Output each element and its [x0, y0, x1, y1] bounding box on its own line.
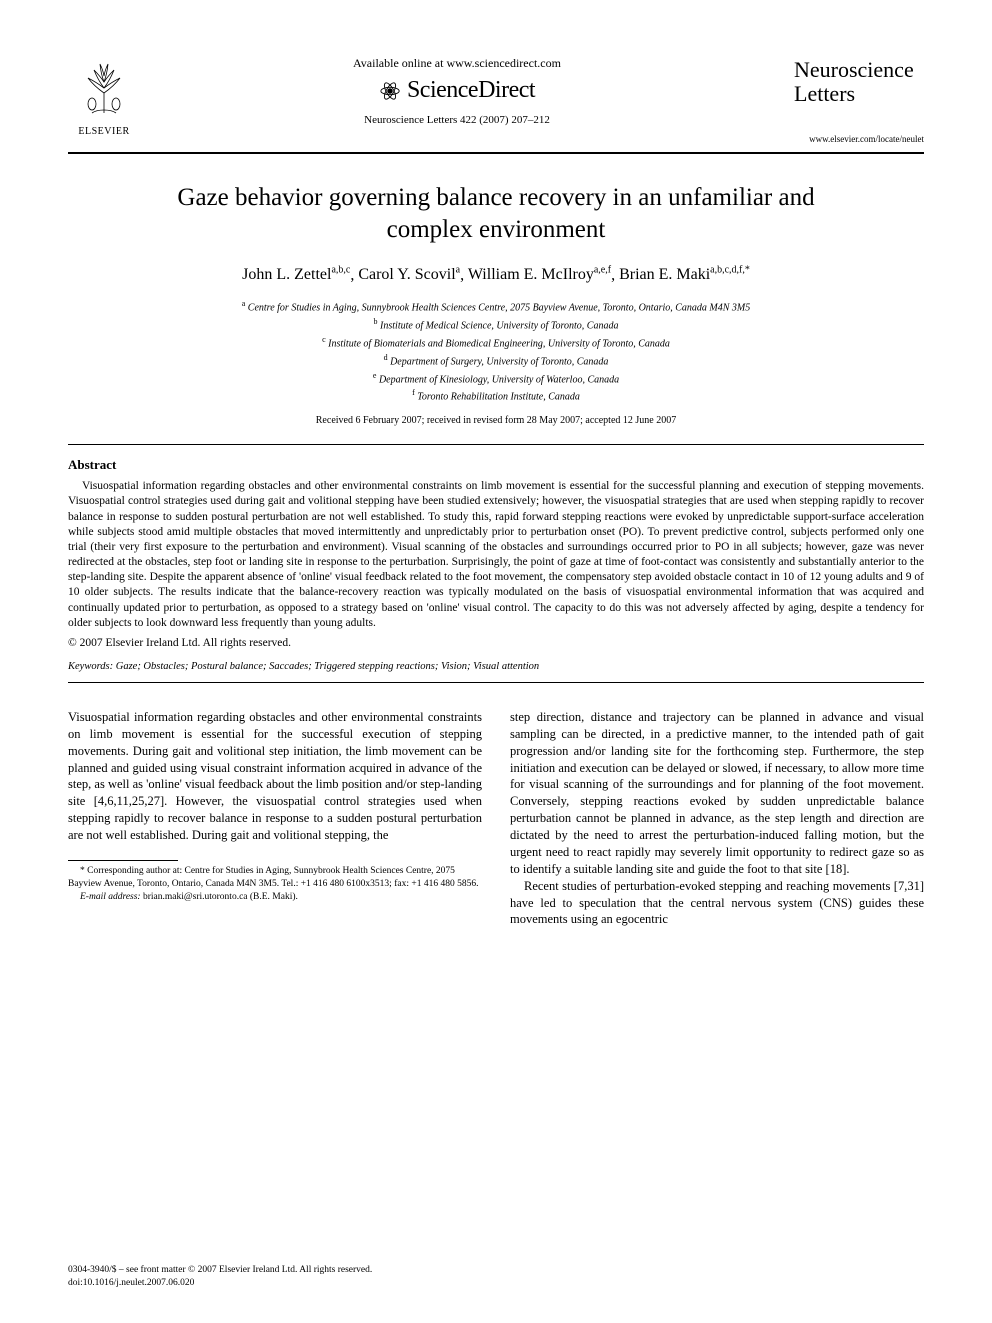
- corresponding-email: E-mail address: brian.maki@sri.utoronto.…: [68, 891, 482, 904]
- affiliation-f: f Toronto Rehabilitation Institute, Cana…: [68, 387, 924, 405]
- footer-line1: 0304-3940/$ – see front matter © 2007 El…: [68, 1264, 372, 1276]
- journal-block: Neuroscience Letters www.elsevier.com/lo…: [774, 52, 924, 144]
- body-col2-p2: Recent studies of perturbation-evoked st…: [510, 878, 924, 929]
- footer-line2: doi:10.1016/j.neulet.2007.06.020: [68, 1277, 372, 1289]
- abstract-copyright: © 2007 Elsevier Ireland Ltd. All rights …: [68, 637, 924, 649]
- affiliation-a: a Centre for Studies in Aging, Sunnybroo…: [68, 298, 924, 316]
- footnote-rule: [68, 860, 178, 861]
- available-online-text: Available online at www.sciencedirect.co…: [140, 56, 774, 71]
- header: ELSEVIER Available online at www.science…: [68, 52, 924, 144]
- affiliations: a Centre for Studies in Aging, Sunnybroo…: [68, 298, 924, 405]
- corresponding-author: * Corresponding author at: Centre for St…: [68, 865, 482, 891]
- affiliation-d: d Department of Surgery, University of T…: [68, 352, 924, 370]
- header-rule-bottom: [68, 153, 924, 154]
- author-4: Brian E. Makia,b,c,d,f,*: [619, 266, 750, 283]
- body-col2-p1: step direction, distance and trajectory …: [510, 709, 924, 878]
- sciencedirect-text: ScienceDirect: [407, 77, 535, 104]
- abstract-heading: Abstract: [68, 457, 924, 473]
- keywords-text: Gaze; Obstacles; Postural balance; Sacca…: [116, 661, 539, 672]
- authors: John L. Zettela,b,c, Carol Y. Scovila, W…: [68, 265, 924, 284]
- journal-url: www.elsevier.com/locate/neulet: [774, 134, 924, 144]
- citation: Neuroscience Letters 422 (2007) 207–212: [140, 114, 774, 126]
- column-right: step direction, distance and trajectory …: [510, 709, 924, 928]
- abstract-rule-top: [68, 444, 924, 445]
- article-title: Gaze behavior governing balance recovery…: [148, 182, 844, 245]
- journal-title-line1: Neuroscience: [794, 57, 914, 82]
- column-left: Visuospatial information regarding obsta…: [68, 709, 482, 928]
- elsevier-tree-icon: [68, 52, 140, 124]
- affiliation-c: c Institute of Biomaterials and Biomedic…: [68, 334, 924, 352]
- affiliation-e: e Department of Kinesiology, University …: [68, 370, 924, 388]
- journal-title-line2: Letters: [794, 81, 855, 106]
- abstract-body: Visuospatial information regarding obsta…: [68, 479, 924, 631]
- sciencedirect-logo: ScienceDirect: [140, 77, 774, 104]
- author-2: Carol Y. Scovila: [358, 266, 460, 283]
- affiliation-b: b Institute of Medical Science, Universi…: [68, 316, 924, 334]
- sciencedirect-icon: [379, 80, 401, 102]
- journal-title: Neuroscience Letters: [774, 58, 924, 106]
- body-columns: Visuospatial information regarding obsta…: [68, 709, 924, 928]
- footer: 0304-3940/$ – see front matter © 2007 El…: [68, 1264, 372, 1289]
- publisher-logo: ELSEVIER: [68, 52, 140, 137]
- body-col1-p1: Visuospatial information regarding obsta…: [68, 709, 482, 844]
- article-dates: Received 6 February 2007; received in re…: [68, 415, 924, 426]
- keywords-label: Keywords:: [68, 661, 113, 672]
- keywords: Keywords: Gaze; Obstacles; Postural bala…: [68, 661, 924, 672]
- header-center: Available online at www.sciencedirect.co…: [140, 52, 774, 126]
- author-1: John L. Zettela,b,c: [242, 266, 350, 283]
- author-3: William E. McIlroya,e,f: [468, 266, 611, 283]
- abstract-rule-bottom: [68, 682, 924, 683]
- publisher-name: ELSEVIER: [68, 126, 140, 137]
- footnote: * Corresponding author at: Centre for St…: [68, 865, 482, 903]
